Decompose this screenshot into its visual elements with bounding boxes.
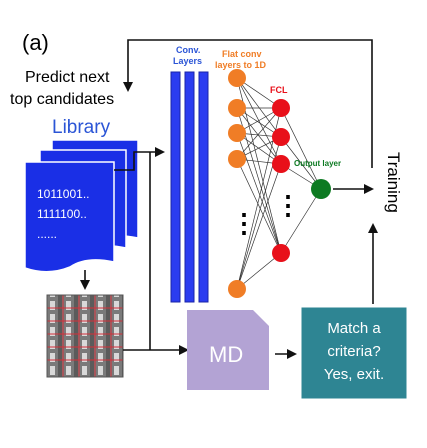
flat-node [228,99,246,117]
flat-label-line1: Flat conv [222,49,262,59]
predict-label-line2: top candidates [10,91,114,108]
flat-node [228,280,246,298]
output-layer-label: Output layer [294,159,341,168]
flat-to-fcl-connection [236,107,282,165]
output-node [311,179,331,199]
flat-to-fcl-connection [236,77,282,165]
fcl-to-output-connection [280,188,322,254]
flat-to-fcl-connection [236,163,282,290]
library-stack [24,139,139,273]
flat-dots: ⋮ [231,208,257,238]
fcl-label: FCL [270,85,288,95]
conv-label-line2: Layers [173,56,202,66]
flat-label-line2: layers to 1D [215,60,267,70]
fcl-dots: ⋮ [275,190,301,220]
md-label: MD [209,342,243,367]
md-box [187,310,269,390]
flat-to-fcl-connection [236,132,282,254]
flat-to-fcl-connection [236,107,282,160]
flat-to-fcl-connection [236,77,282,138]
fcl-to-output-connection [280,136,322,190]
microstructure-image [46,294,124,378]
conv-layer-bar [170,71,181,303]
flat-layer-nodes [228,69,246,298]
flat-to-fcl-connection [236,252,282,290]
fcl-node [272,128,290,146]
flat-node [228,150,246,168]
library-document [24,161,115,273]
library-to-conv-arrow [114,147,165,171]
predict-label-line1: Predict next [25,69,110,86]
fcl-node [272,244,290,262]
fcl-node [272,155,290,173]
conv-label-line1: Conv. [176,45,200,55]
conv-layer-bar [184,71,195,303]
feedback-loop-line [123,39,373,168]
flat-node [228,124,246,142]
criteria-line2: criteria? [327,343,380,360]
library-code-line-3: ...... [37,227,57,241]
panel-label: (a) [22,30,49,55]
conv-layer-bar [198,71,209,303]
fcl-to-output-connection [280,107,322,190]
criteria-line3: Yes, exit. [324,366,384,383]
fcl-nodes [272,99,290,262]
library-title: Library [52,117,111,138]
flat-node [228,69,246,87]
criteria-box [300,306,408,400]
criteria-line1: Match a [327,320,381,337]
conv-layers [170,71,209,303]
training-label: Training [384,152,403,213]
library-code-line-2: 1111100.. [37,207,87,221]
library-code-line-1: 1011001.. [37,187,90,201]
fcl-node [272,99,290,117]
flat-to-fcl-connection [236,158,282,254]
